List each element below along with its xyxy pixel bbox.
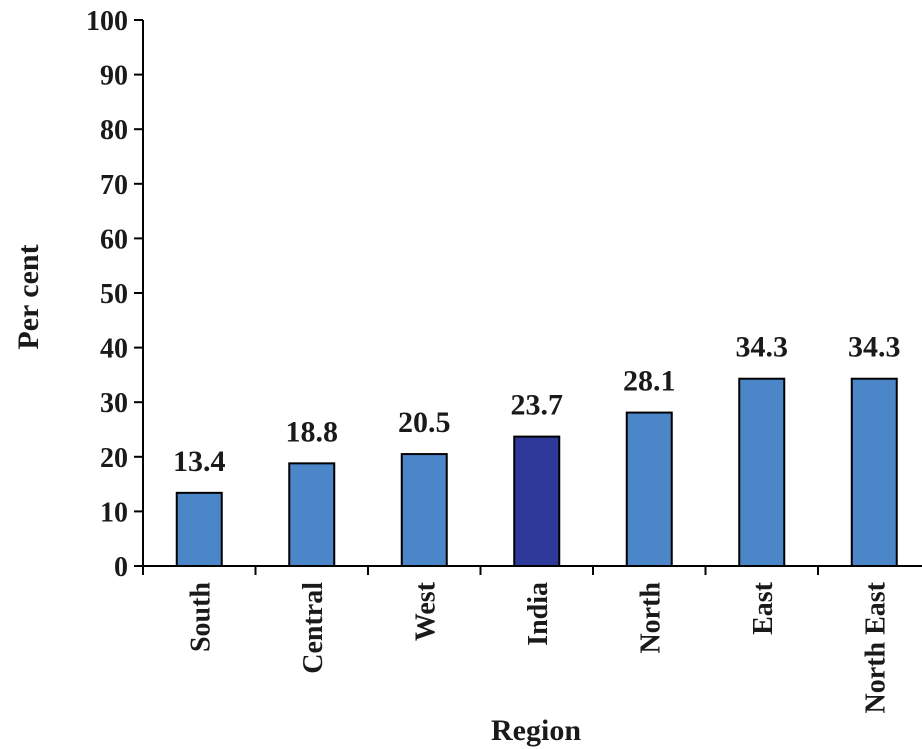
data-label: 34.3 [848,331,901,364]
bar-west [400,453,448,568]
bar-north-east [850,377,898,567]
y-axis: 0 10 20 30 40 50 60 70 80 90 100 [86,6,144,583]
bars [175,377,898,568]
data-label: 23.7 [511,389,564,422]
bar-central [288,462,336,567]
y-axis-title: Per cent [12,244,45,349]
x-category-label: West [410,581,441,641]
bar-south [175,491,223,567]
bar-india [513,435,561,567]
y-tick-label: 30 [100,388,128,419]
y-tick-label: 0 [114,552,128,583]
bar-east [738,377,786,567]
x-category-label: East [748,581,779,635]
y-tick-label: 40 [100,334,128,365]
y-tick-label: 60 [100,224,128,255]
bar-north [625,411,673,567]
x-category-label: Central [298,582,329,674]
y-tick-label: 50 [100,279,128,310]
y-tick-label: 100 [86,6,128,37]
x-axis-title: Region [491,714,581,747]
x-category-label: India [523,582,554,646]
y-tick-label: 70 [100,170,128,201]
data-label: 13.4 [173,445,226,478]
data-label: 20.5 [398,406,451,439]
data-label: 28.1 [623,365,676,398]
y-tick-label: 20 [100,443,128,474]
data-label: 34.3 [736,331,789,364]
data-labels: 13.4 18.8 20.5 23.7 28.1 34.3 34.3 [173,331,901,478]
x-category-label: North [635,582,666,654]
y-tick-label: 10 [100,497,128,528]
x-category-label: South [185,582,216,652]
y-tick-label: 90 [100,61,128,92]
x-axis: South Central West India North East North East [142,565,922,713]
x-category-label: North East [860,581,891,713]
data-label: 18.8 [286,415,339,448]
y-tick-label: 80 [100,115,128,146]
